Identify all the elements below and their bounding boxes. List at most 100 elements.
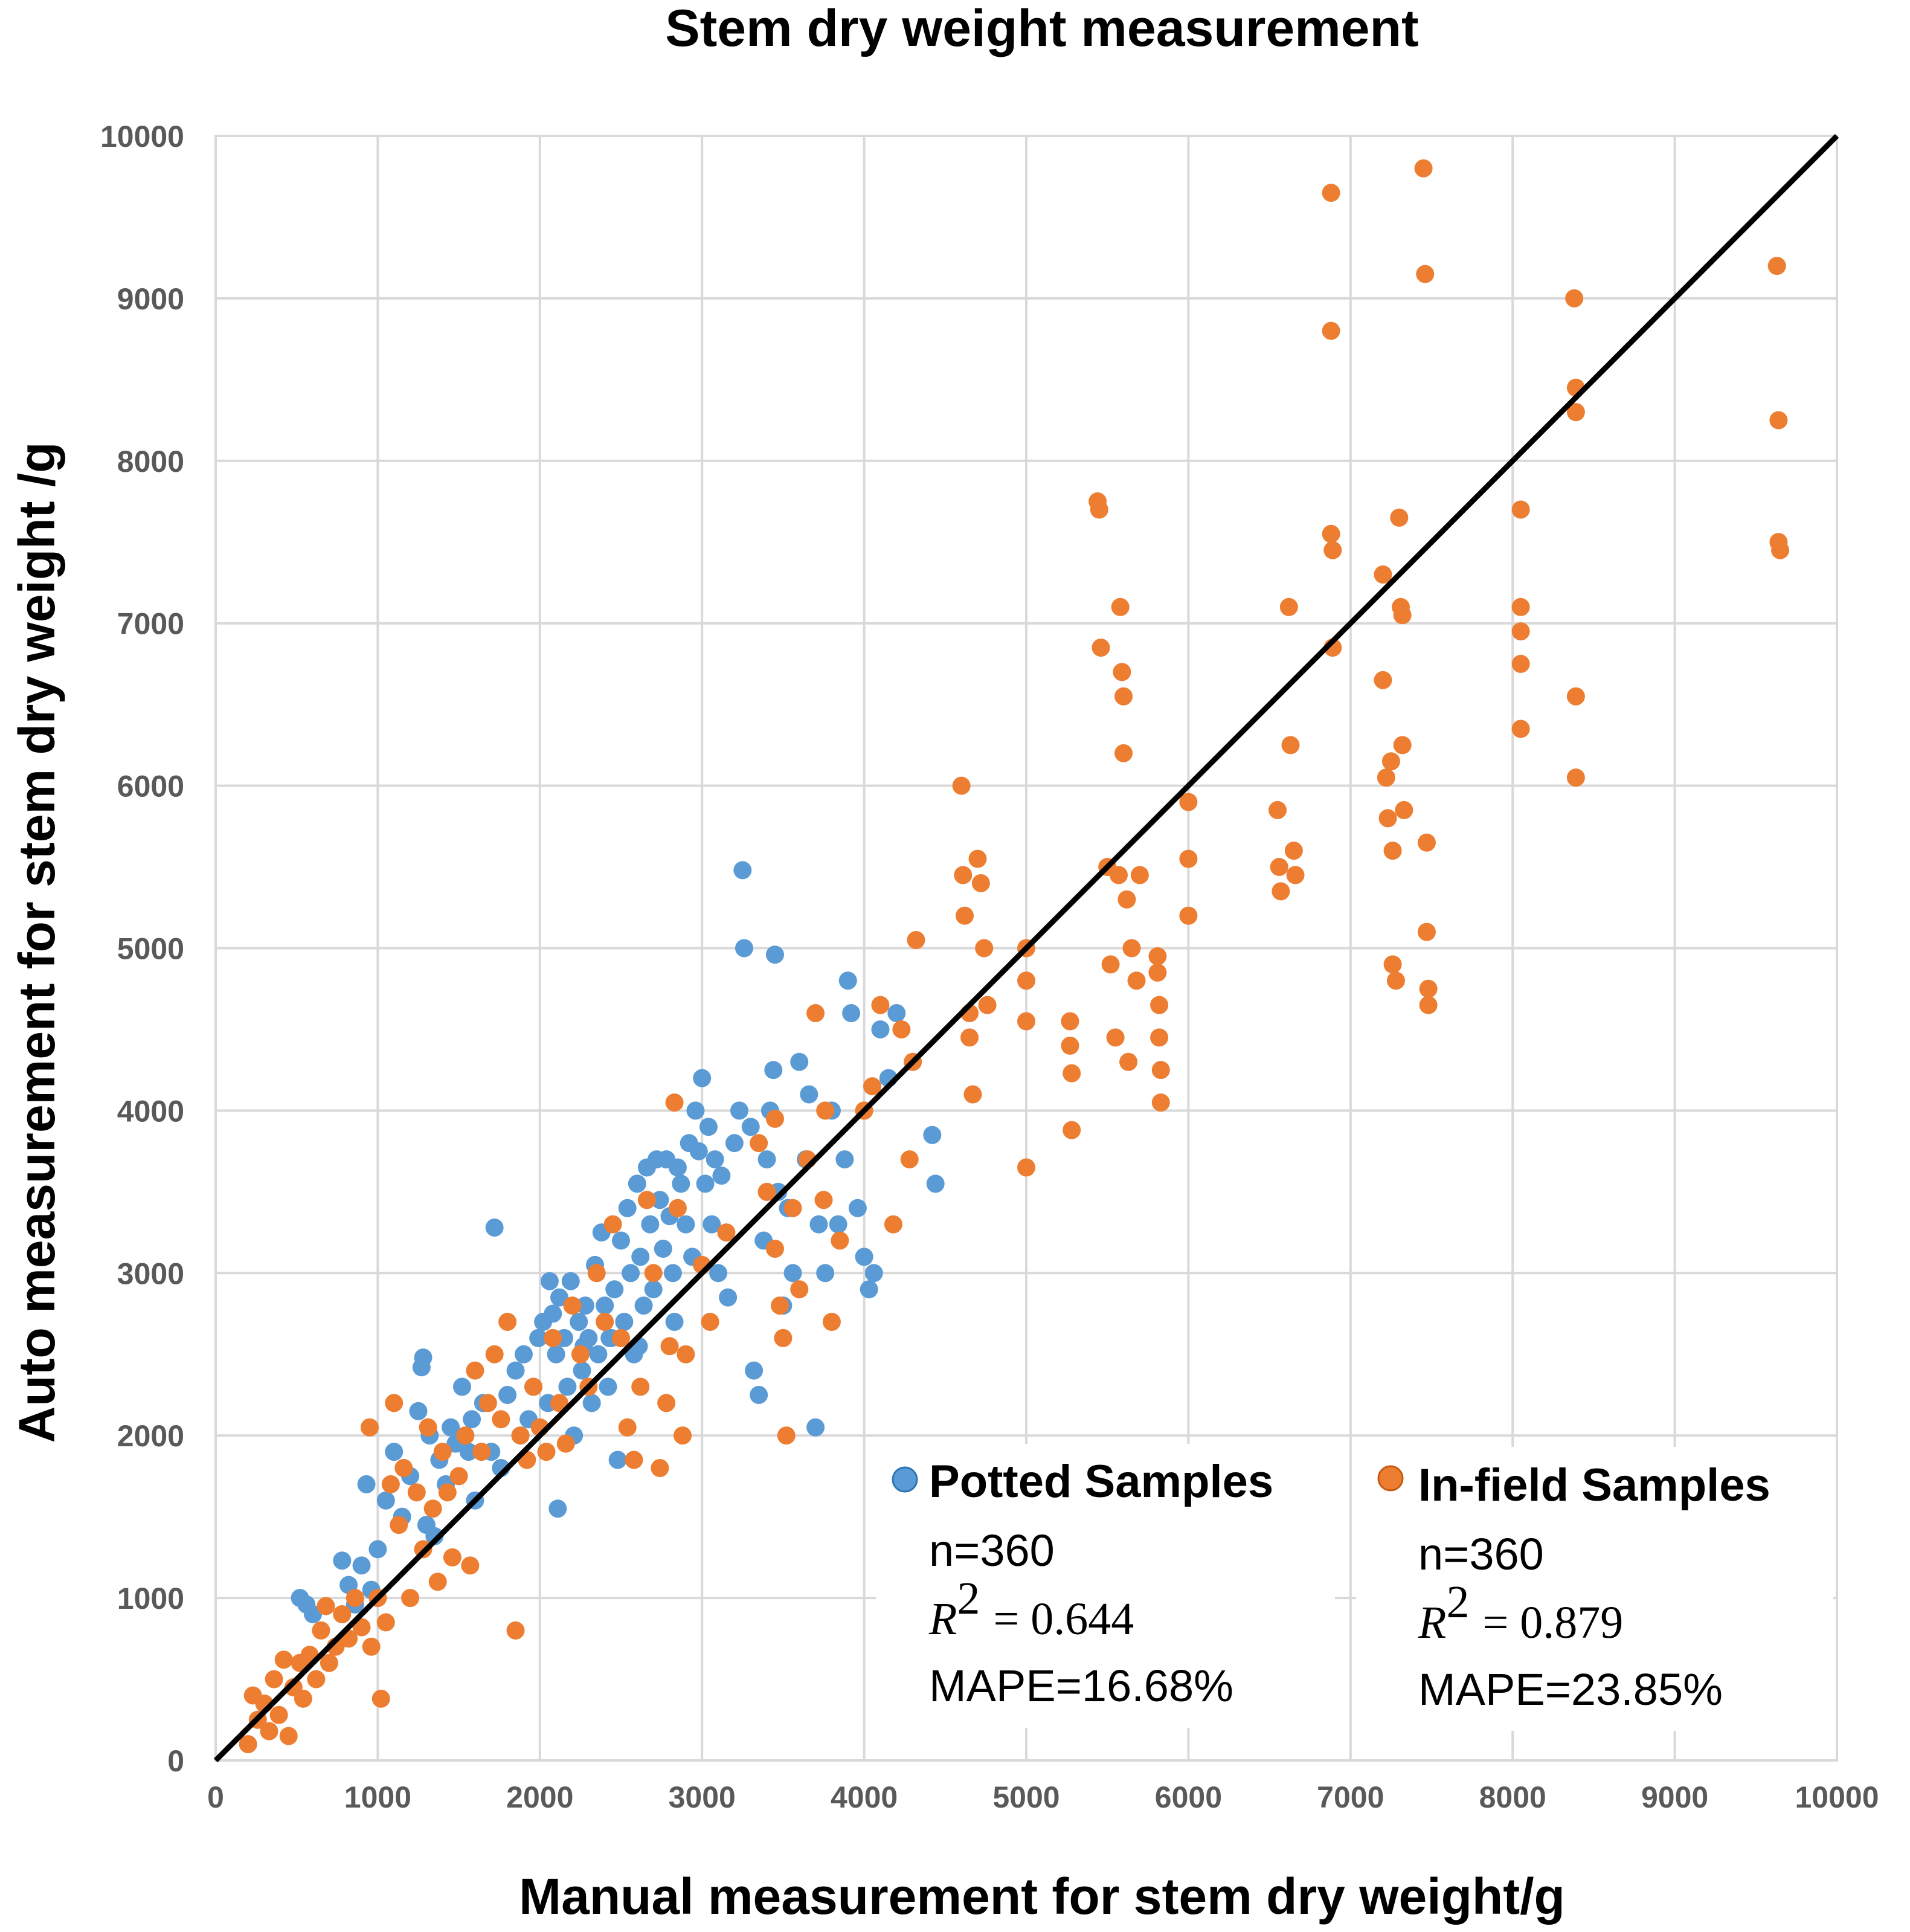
infield-sample-point [750, 1134, 768, 1153]
potted-sample-point [665, 1312, 684, 1331]
legend-infield-r2: R2 = 0.879 [1418, 1577, 1623, 1648]
potted-sample-point [506, 1361, 525, 1380]
infield-sample-point [423, 1499, 442, 1518]
y-tick-label: 4000 [117, 1094, 184, 1128]
potted-sample-point [409, 1402, 428, 1420]
infield-sample-point [419, 1418, 437, 1437]
infield-sample-point [1114, 687, 1133, 706]
y-tick-label: 8000 [117, 445, 184, 478]
potted-sample-point [452, 1377, 471, 1396]
infield-sample-point [352, 1618, 371, 1637]
infield-sample-point [485, 1345, 504, 1364]
potted-sample-point [582, 1394, 601, 1412]
infield-sample-point [1390, 508, 1409, 527]
infield-sample-point [651, 1458, 669, 1477]
potted-sample-point [735, 939, 753, 958]
infield-sample-point [274, 1650, 293, 1669]
y-tick-label: 6000 [117, 770, 184, 803]
legend-potted-r2-symbol: R [928, 1594, 957, 1644]
infield-sample-point [320, 1653, 338, 1672]
potted-sample-point [816, 1264, 835, 1283]
y-tick-label: 10000 [100, 120, 184, 153]
infield-sample-point [963, 1085, 982, 1104]
infield-sample-point [571, 1345, 590, 1364]
y-axis-ticks: 0 1000 2000 3000 4000 5000 6000 7000 8000 9000 100… [100, 120, 184, 1778]
infield-sample-point [307, 1670, 326, 1689]
legend-potted-name: Potted Samples [929, 1456, 1273, 1507]
potted-sample-point [712, 1166, 731, 1185]
infield-sample-point [1566, 403, 1585, 422]
infield-sample-point [660, 1337, 679, 1356]
potted-sample-point [570, 1312, 588, 1331]
infield-sample-point [1017, 971, 1035, 990]
infield-sample-point [1511, 654, 1530, 673]
infield-sample-point [1565, 289, 1584, 308]
potted-sample-point [887, 1004, 906, 1023]
potted-sample-point [618, 1199, 637, 1217]
infield-sample-point [381, 1475, 400, 1493]
infield-sample-point [1111, 597, 1130, 616]
infield-sample-point [1511, 597, 1530, 616]
infield-sample-point [644, 1264, 663, 1283]
potted-sample-point [663, 1264, 682, 1283]
infield-sample-point [1377, 768, 1395, 787]
potted-sample-point [547, 1345, 565, 1364]
infield-sample-point [777, 1426, 796, 1445]
infield-sample-point [1106, 1028, 1125, 1047]
infield-sample-point [907, 931, 925, 950]
infield-sample-point [1061, 1036, 1079, 1055]
infield-sample-point [433, 1443, 452, 1461]
infield-sample-point [472, 1443, 491, 1461]
infield-sample-point [831, 1231, 849, 1250]
legend-infield-samples: In-field Samples n=360 R2 = 0.879 MAPE=23… [1356, 1447, 1833, 1731]
infield-sample-point [1113, 663, 1131, 681]
infield-sample-point [790, 1280, 809, 1299]
potted-sample-point [706, 1150, 724, 1169]
potted-sample-point [733, 861, 752, 880]
infield-sample-point [968, 849, 987, 868]
y-tick-label: 2000 [117, 1419, 184, 1453]
potted-sample-point [385, 1443, 404, 1461]
x-tick-label: 3000 [669, 1780, 736, 1814]
infield-sample-point [294, 1689, 312, 1708]
infield-sample-point [537, 1443, 556, 1461]
potted-sample-point [693, 1069, 712, 1087]
infield-sample-point [1374, 671, 1392, 689]
infield-sample-point [1272, 882, 1290, 901]
infield-sample-point [524, 1377, 543, 1396]
infield-sample-point [312, 1621, 330, 1640]
infield-sample-point [1109, 866, 1128, 884]
infield-sample-point [631, 1377, 650, 1396]
potted-sample-point [696, 1174, 715, 1193]
potted-sample-point [596, 1296, 614, 1315]
infield-sample-point [1148, 947, 1167, 965]
x-tick-label: 4000 [831, 1780, 898, 1814]
infield-sample-point [1151, 1061, 1170, 1080]
potted-sample-point [783, 1264, 802, 1283]
gridlines [214, 135, 1838, 1762]
infield-sample-point [376, 1613, 395, 1632]
potted-sample-point [926, 1174, 945, 1193]
potted-sample-point [764, 1061, 783, 1080]
potted-sample-point [576, 1296, 594, 1315]
infield-sample-point [587, 1264, 606, 1283]
infield-sample-point [269, 1705, 288, 1724]
infield-sample-point [461, 1556, 480, 1575]
potted-sample-point [644, 1280, 663, 1299]
potted-sample-point [589, 1345, 608, 1364]
infield-sample-point [390, 1516, 408, 1534]
infield-sample-point [900, 1150, 919, 1169]
potted-sample-point [860, 1280, 878, 1299]
potted-sample-point [463, 1410, 481, 1429]
x-tick-label: 8000 [1479, 1780, 1546, 1814]
potted-sample-point [485, 1219, 504, 1237]
potted-sample-point [855, 1248, 873, 1266]
infield-sample-point [1284, 842, 1303, 860]
legend-infield-background [1356, 1447, 1833, 1731]
potted-sample-point [699, 1118, 718, 1136]
infield-sample-point [814, 1191, 833, 1209]
potted-sample-point [741, 1118, 760, 1136]
infield-sample-point [618, 1418, 637, 1437]
potted-sample-point [829, 1215, 847, 1234]
infield-sample-point [1150, 1028, 1169, 1047]
